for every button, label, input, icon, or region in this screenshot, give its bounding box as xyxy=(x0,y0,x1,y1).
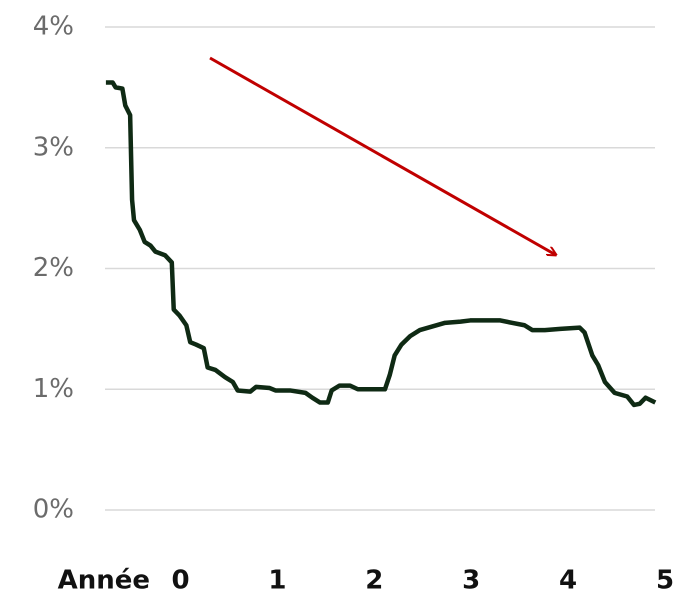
x-tick-label: 2 xyxy=(365,566,383,596)
y-tick-label: 2% xyxy=(33,253,74,283)
y-tick-label: 4% xyxy=(33,12,74,42)
y-tick-label: 1% xyxy=(33,374,74,404)
y-tick-label: 0% xyxy=(33,495,74,525)
data-line xyxy=(105,80,657,408)
x-axis-label: Année xyxy=(58,566,150,596)
x-tick-label: 4 xyxy=(559,566,577,596)
y-tick-label: 3% xyxy=(33,132,74,162)
trend-arrow xyxy=(209,56,556,255)
x-tick-label: 0 xyxy=(171,566,189,596)
x-tick-label: 5 xyxy=(656,566,674,596)
x-tick-label: 3 xyxy=(462,566,480,596)
x-tick-label: 1 xyxy=(268,566,286,596)
